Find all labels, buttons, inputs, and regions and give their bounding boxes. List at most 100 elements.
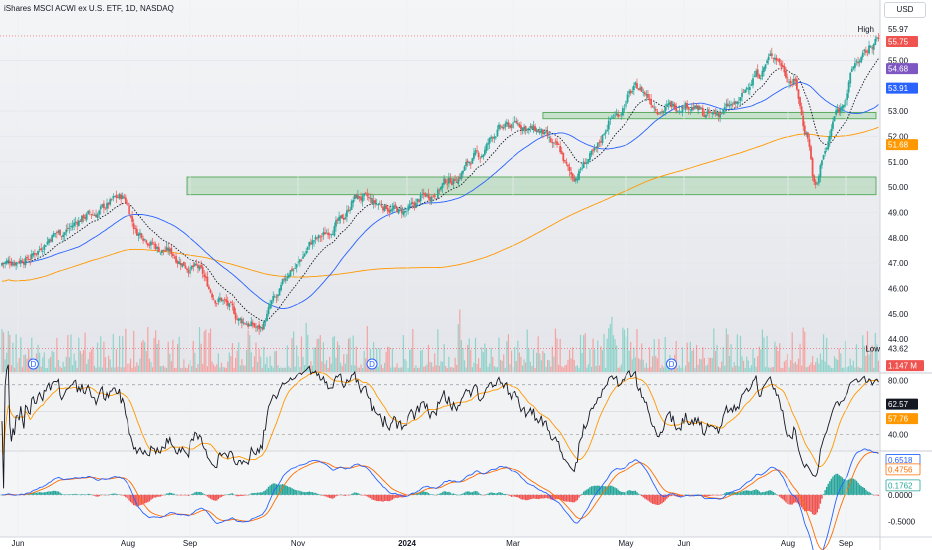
candle-body xyxy=(725,103,728,107)
macd-histogram-bar xyxy=(542,494,544,499)
macd-histogram-bar xyxy=(37,492,39,495)
candle-body xyxy=(382,206,384,211)
volume-bar xyxy=(553,356,555,372)
volume-bar xyxy=(782,367,784,372)
candle-body xyxy=(734,101,737,104)
volume-bar xyxy=(742,360,745,372)
volume-bar xyxy=(24,354,27,372)
macd-histogram-bar xyxy=(575,494,577,502)
volume-bar xyxy=(860,367,862,372)
currency-button[interactable]: USD xyxy=(884,2,926,18)
candle-body xyxy=(501,126,504,128)
volume-bar xyxy=(471,367,473,372)
candle-body xyxy=(153,243,155,245)
candle-body xyxy=(592,149,594,152)
macd-histogram-bar xyxy=(524,494,527,501)
volume-bar xyxy=(717,366,720,372)
candle-body xyxy=(521,127,524,131)
volume-bar xyxy=(736,334,738,372)
volume-bar xyxy=(316,338,318,372)
candle-body xyxy=(465,162,467,166)
chart-title: iShares MSCI ACWI ex U.S. ETF, 1D, NASDA… xyxy=(4,4,174,13)
main-pane-background xyxy=(0,0,880,372)
macd-histogram-bar xyxy=(750,490,753,495)
volume-bar xyxy=(31,337,33,372)
macd-histogram-bar xyxy=(397,494,400,498)
volume-bar xyxy=(647,367,649,372)
macd-badge xyxy=(885,463,921,476)
macd-histogram-bar xyxy=(565,494,568,502)
volume-bar xyxy=(57,359,60,372)
candle-body xyxy=(422,192,425,194)
macd-histogram-bar xyxy=(586,489,588,495)
rsi-badge-text: 62.57 xyxy=(888,400,909,409)
volume-bar xyxy=(144,341,146,372)
candle-body xyxy=(324,232,326,235)
candle-body xyxy=(38,249,41,250)
volume-bar xyxy=(583,335,585,372)
candle-body xyxy=(728,105,731,107)
macd-histogram-bar xyxy=(582,491,585,495)
low-value: 43.62 xyxy=(888,345,909,354)
macd-histogram-bar xyxy=(617,489,619,495)
candle-body xyxy=(596,142,599,148)
volume-bar xyxy=(310,361,312,372)
candle-body xyxy=(13,262,16,266)
macd-histogram-bar xyxy=(752,490,754,495)
candle-body xyxy=(847,82,850,93)
macd-histogram-bar xyxy=(468,491,470,495)
candle-body xyxy=(589,153,591,160)
macd-histogram-bar xyxy=(808,494,811,512)
volume-bar xyxy=(250,352,252,372)
candle-body xyxy=(716,113,718,116)
volume-bar xyxy=(763,337,765,372)
volume-bar xyxy=(777,351,779,372)
candle-body xyxy=(736,101,739,104)
macd-badge-text: 0.4756 xyxy=(888,465,913,474)
candle-body xyxy=(504,123,507,128)
volume-bar xyxy=(48,358,50,372)
candle-body xyxy=(352,199,355,203)
volume-bar xyxy=(503,354,505,372)
macd-histogram-bar xyxy=(29,493,31,495)
volume-bar xyxy=(562,367,564,372)
macd-histogram-bar xyxy=(462,493,464,495)
macd-histogram-bar xyxy=(655,494,657,505)
volume-bar xyxy=(482,352,484,372)
macd-histogram-bar xyxy=(548,494,550,499)
candle-body xyxy=(582,161,585,168)
candle-body xyxy=(383,204,386,211)
macd-histogram-bar xyxy=(38,492,41,495)
volume-bar xyxy=(134,366,136,372)
macd-histogram-bar xyxy=(183,494,185,496)
candle-body xyxy=(219,297,221,300)
candle-body xyxy=(551,142,554,144)
candle-body xyxy=(440,186,442,190)
macd-histogram-bar xyxy=(172,493,174,495)
macd-histogram-bar xyxy=(245,494,248,496)
volume-bar xyxy=(209,328,212,372)
macd-histogram-bar xyxy=(764,491,767,495)
volume-bar xyxy=(821,359,823,372)
volume-bar xyxy=(64,366,66,372)
macd-histogram-bar xyxy=(504,493,506,495)
volume-bar xyxy=(684,365,687,372)
candle-body xyxy=(686,103,689,108)
volume-bar xyxy=(15,334,17,372)
candle-body xyxy=(806,132,809,139)
macd-histogram-bar xyxy=(40,492,42,495)
volume-bar xyxy=(67,335,69,372)
macd-histogram-bar xyxy=(592,486,594,495)
volume-bar xyxy=(131,367,133,372)
volume-bar xyxy=(619,367,621,372)
candle-body xyxy=(733,101,736,105)
volume-bar xyxy=(507,334,510,372)
volume-bar xyxy=(162,365,165,372)
macd-histogram-bar xyxy=(578,494,580,498)
macd-histogram-bar xyxy=(81,494,83,495)
rsi-badge xyxy=(886,398,918,410)
volume-bar xyxy=(589,348,591,372)
macd-histogram-bar xyxy=(249,494,251,495)
volume-bar xyxy=(493,366,495,372)
